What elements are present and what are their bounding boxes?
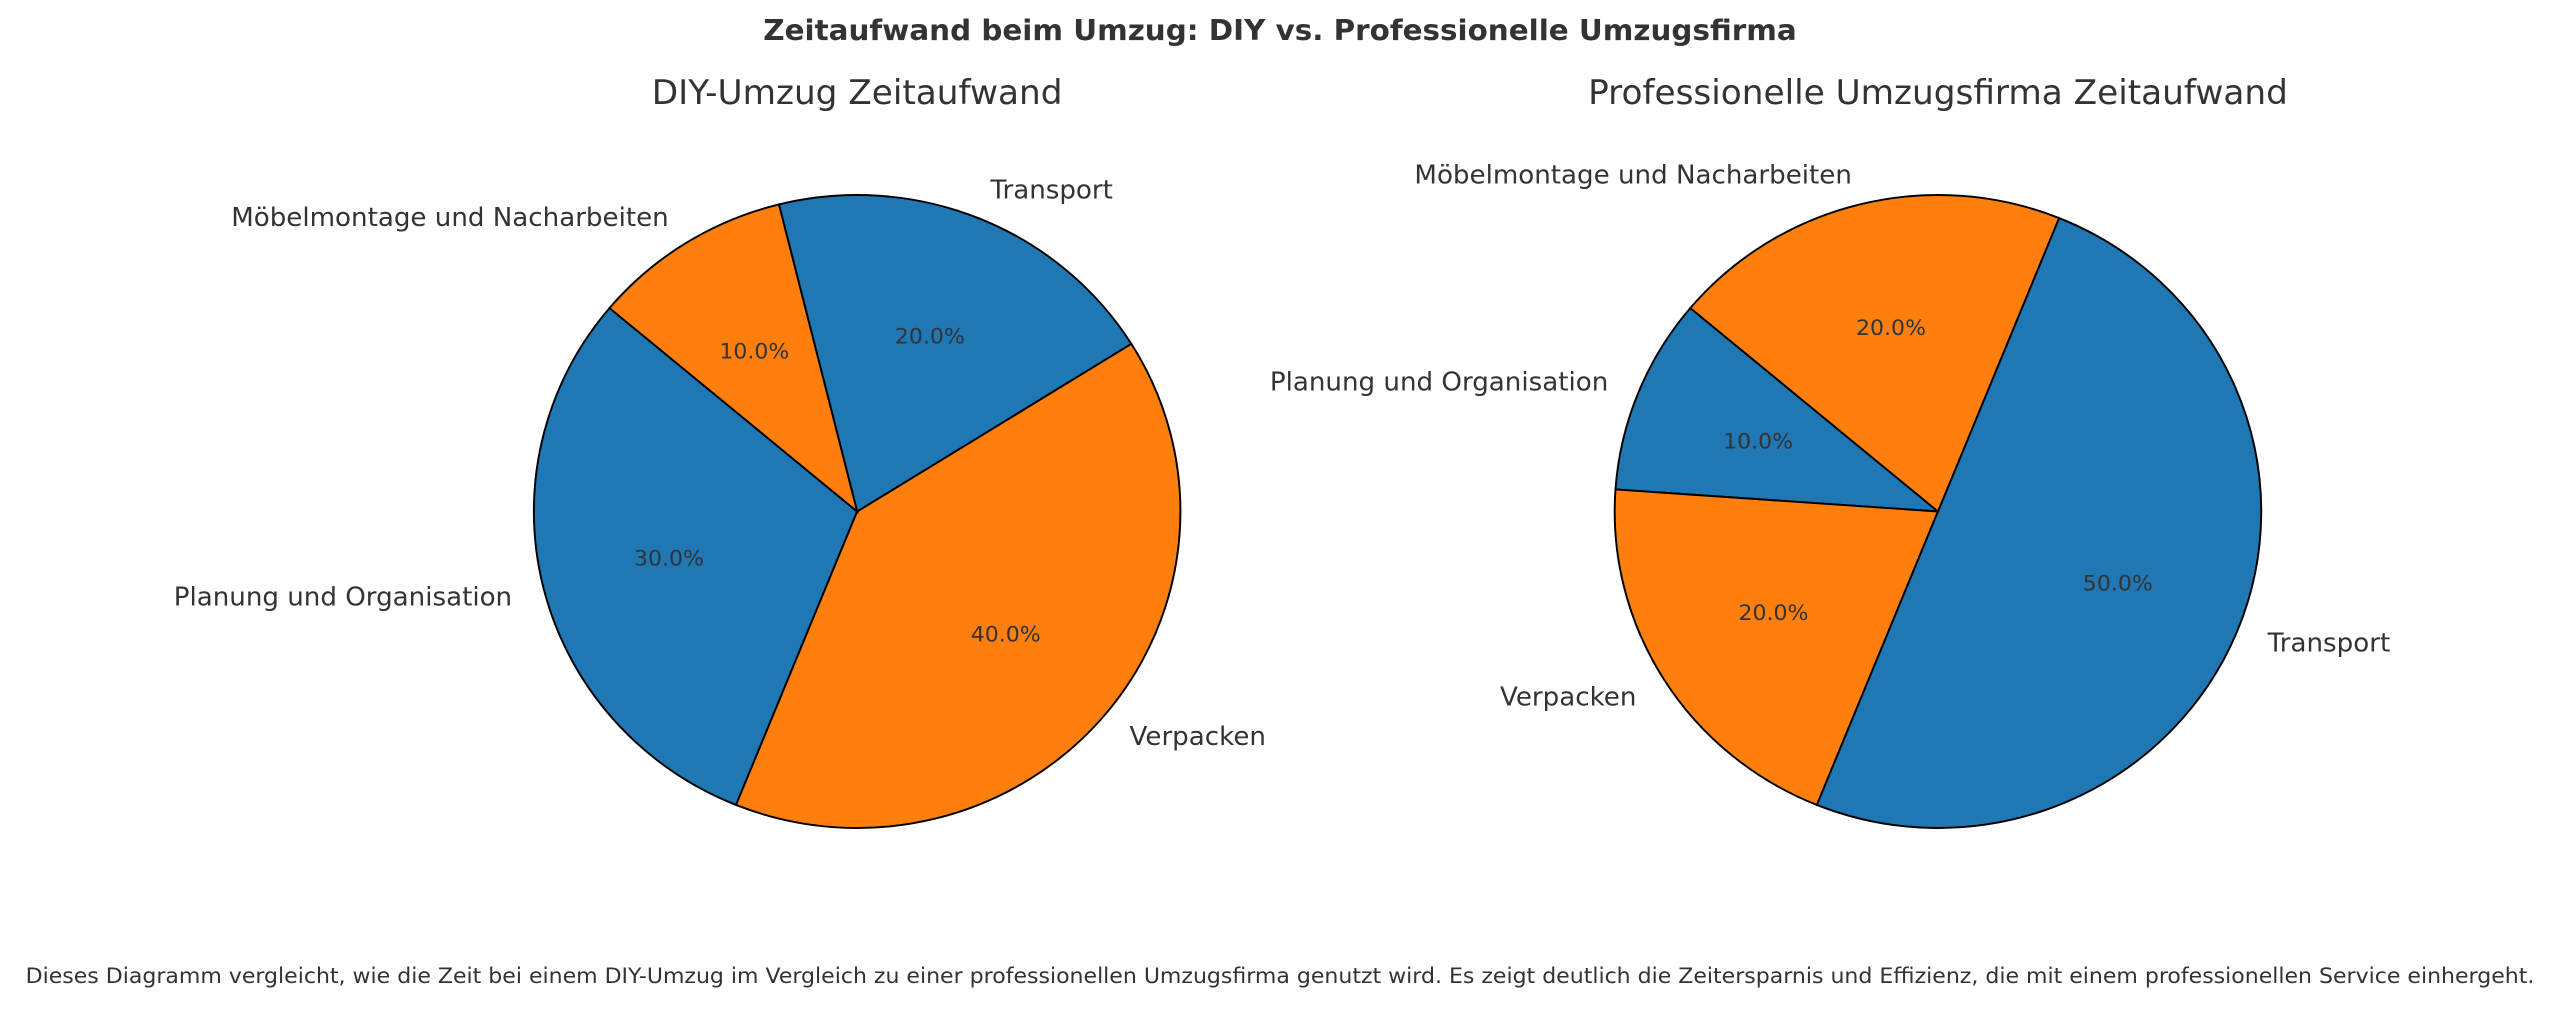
pie-slice-transport [777,194,1133,514]
pct-label-verpacken: 40.0% [971,623,1041,648]
slice-label-moebelmontage-und-nacharbeiten: Möbelmontage und Nacharbeiten [231,203,669,233]
slice-label-verpacken: Verpacken [1130,722,1266,752]
caption: Dieses Diagramm vergleicht, wie die Zeit… [26,964,2535,989]
pie-title-diy: DIY-Umzug Zeitaufwand [652,73,1063,112]
pct-label-verpacken: 20.0% [1738,601,1808,626]
pct-label-transport: 50.0% [2083,572,2153,597]
pie-slice-verpacken [734,342,1182,829]
pct-label-transport: 20.0% [895,325,965,350]
pie-diy: 30.0% Planung und Organisation 40.0% Verpac… [174,176,1266,829]
slice-label-verpacken: Verpacken [1500,683,1636,713]
pie-slice-moebelmontage-und-nacharbeiten [1688,194,2061,514]
slice-label-transport: Transport [2267,629,2391,659]
slice-label-planung-und-organisation: Planung und Organisation [174,583,512,613]
slice-label-planung-und-organisation: Planung und Organisation [1270,368,1608,398]
pie-slice-moebelmontage-und-nacharbeiten [608,203,859,515]
slice-label-transport: Transport [989,176,1113,206]
pie-slice-transport [1817,218,2261,828]
figure-title: Zeitaufwand beim Umzug: DIY vs. Professi… [763,13,1796,47]
pct-label-moebelmontage-und-nacharbeiten: 20.0% [1856,316,1926,341]
pie-slice-planung-und-organisation [532,306,859,807]
pie-slice-planung-und-organisation [1614,306,1941,513]
pct-label-moebelmontage-und-nacharbeiten: 10.0% [719,340,789,365]
pie-slice-verpacken [1613,488,1940,807]
pie-professional: 10.0% Planung und Organisation 20.0% Verpac… [1270,161,2390,828]
pct-label-planung-und-organisation: 10.0% [1723,430,1793,455]
pie-title-professional: Professionelle Umzugsfirma Zeitaufwand [1588,73,2288,112]
pct-label-planung-und-organisation: 30.0% [634,547,704,572]
slice-label-moebelmontage-und-nacharbeiten: Möbelmontage und Nacharbeiten [1414,161,1852,191]
